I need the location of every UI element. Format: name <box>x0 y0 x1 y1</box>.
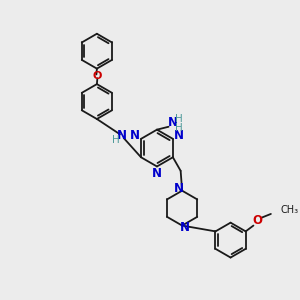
Text: N: N <box>130 129 140 142</box>
Text: H: H <box>176 123 183 133</box>
Text: N: N <box>152 167 162 180</box>
Text: N: N <box>180 221 190 234</box>
Text: N: N <box>174 129 184 142</box>
Text: O: O <box>252 214 262 227</box>
Text: H: H <box>176 114 183 124</box>
Text: H: H <box>112 135 120 145</box>
Text: CH₃: CH₃ <box>280 205 299 215</box>
Text: N: N <box>167 116 177 129</box>
Text: O: O <box>92 71 102 81</box>
Text: N: N <box>117 129 127 142</box>
Text: N: N <box>174 182 184 195</box>
